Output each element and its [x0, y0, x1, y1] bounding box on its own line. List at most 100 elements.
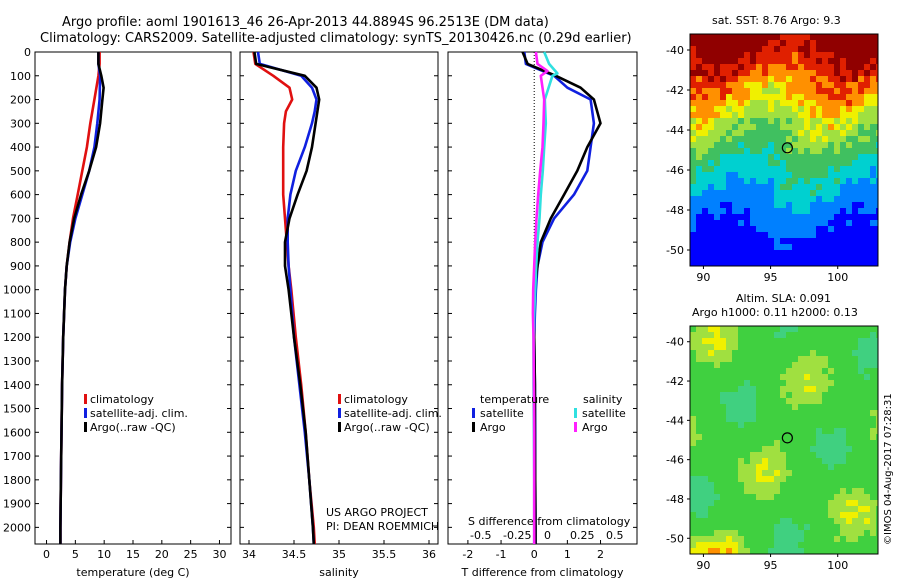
map-cell: [756, 440, 763, 447]
map-cell: [810, 172, 817, 179]
map-cell: [822, 500, 829, 507]
map-cell: [708, 428, 715, 435]
map-cell: [822, 524, 829, 531]
map-cell: [816, 536, 823, 543]
map-cell: [768, 112, 775, 119]
x-tick-label: 10: [97, 548, 111, 561]
map-cell: [846, 100, 853, 107]
map-cell: [720, 392, 727, 399]
map-cell: [798, 202, 805, 209]
map-cell: [834, 434, 841, 441]
float-location-marker: [781, 142, 793, 154]
map-cell: [840, 190, 847, 197]
map-cell: [846, 196, 853, 203]
map-cell: [738, 494, 745, 501]
map-cell: [864, 416, 871, 423]
map-cell: [720, 440, 727, 447]
map-cell: [714, 536, 721, 543]
map-cell: [762, 142, 769, 149]
map-cell: [816, 482, 823, 489]
map-cell: [738, 422, 745, 429]
map-cell: [840, 482, 847, 489]
map-cell: [864, 326, 871, 333]
map-cell: [732, 446, 739, 453]
map-cell: [876, 458, 878, 465]
map-cell: [774, 214, 781, 221]
map-cell: [834, 524, 841, 531]
map-cell: [774, 244, 781, 251]
map-cell: [690, 482, 697, 489]
map-cell: [720, 506, 727, 513]
map-cell: [804, 434, 811, 441]
map-cell: [846, 76, 853, 83]
map-cell: [762, 160, 769, 167]
map-cell: [726, 434, 733, 441]
map-cell: [762, 386, 769, 393]
map-cell: [828, 256, 835, 263]
map-cell: [756, 494, 763, 501]
map-cell: [726, 548, 733, 554]
map-cell: [858, 350, 865, 357]
map-cell: [702, 332, 709, 339]
map-cell: [876, 482, 878, 489]
map-cell: [846, 148, 853, 155]
map-cell: [774, 410, 781, 417]
map-cell: [822, 46, 829, 53]
map-cell: [732, 208, 739, 215]
map-cell: [822, 440, 829, 447]
map-cell: [720, 256, 727, 263]
legend-satellite: satellite-adj. clim.: [344, 407, 442, 420]
map-cell: [858, 530, 865, 537]
map-cell: [804, 40, 811, 47]
map-cell: [780, 428, 787, 435]
map-cell: [834, 422, 841, 429]
map-cell: [732, 64, 739, 71]
map-cell: [708, 458, 715, 465]
map-cell: [756, 142, 763, 149]
map-cell: [780, 422, 787, 429]
map-cell: [720, 52, 727, 59]
map-cell: [798, 70, 805, 77]
map-cell: [792, 530, 799, 537]
map-cell: [744, 434, 751, 441]
map-cell: [822, 488, 829, 495]
map-cell: [846, 214, 853, 221]
map-cell: [834, 362, 841, 369]
map-cell: [786, 350, 793, 357]
map-cell: [816, 428, 823, 435]
map-cell: [864, 356, 871, 363]
map-cell: [762, 76, 769, 83]
map-cell: [714, 178, 721, 185]
map-cell: [720, 196, 727, 203]
map-cell: [726, 130, 733, 137]
map-cell: [864, 172, 871, 179]
map-cell: [798, 428, 805, 435]
map-cell: [816, 202, 823, 209]
map-cell: [702, 154, 709, 161]
map-cell: [864, 338, 871, 345]
map-cell: [750, 368, 757, 375]
map-cell: [834, 226, 841, 233]
map-cell: [846, 404, 853, 411]
map-cell: [714, 184, 721, 191]
map-cell: [816, 362, 823, 369]
map-cell: [714, 160, 721, 167]
map-cell: [726, 350, 733, 357]
map-cell: [852, 458, 859, 465]
map-cell: [774, 88, 781, 95]
map-cell: [816, 190, 823, 197]
map-cell: [870, 88, 877, 95]
map-cell: [840, 184, 847, 191]
map-cell: [828, 34, 835, 41]
map-cell: [852, 220, 859, 227]
map-cell: [750, 136, 757, 143]
map-cell: [714, 398, 721, 405]
map-cell: [768, 142, 775, 149]
map-cell: [846, 326, 853, 333]
map-cell: [810, 356, 817, 363]
map-cell: [756, 124, 763, 131]
map-cell: [708, 524, 715, 531]
map-cell: [732, 172, 739, 179]
map-cell: [744, 428, 751, 435]
